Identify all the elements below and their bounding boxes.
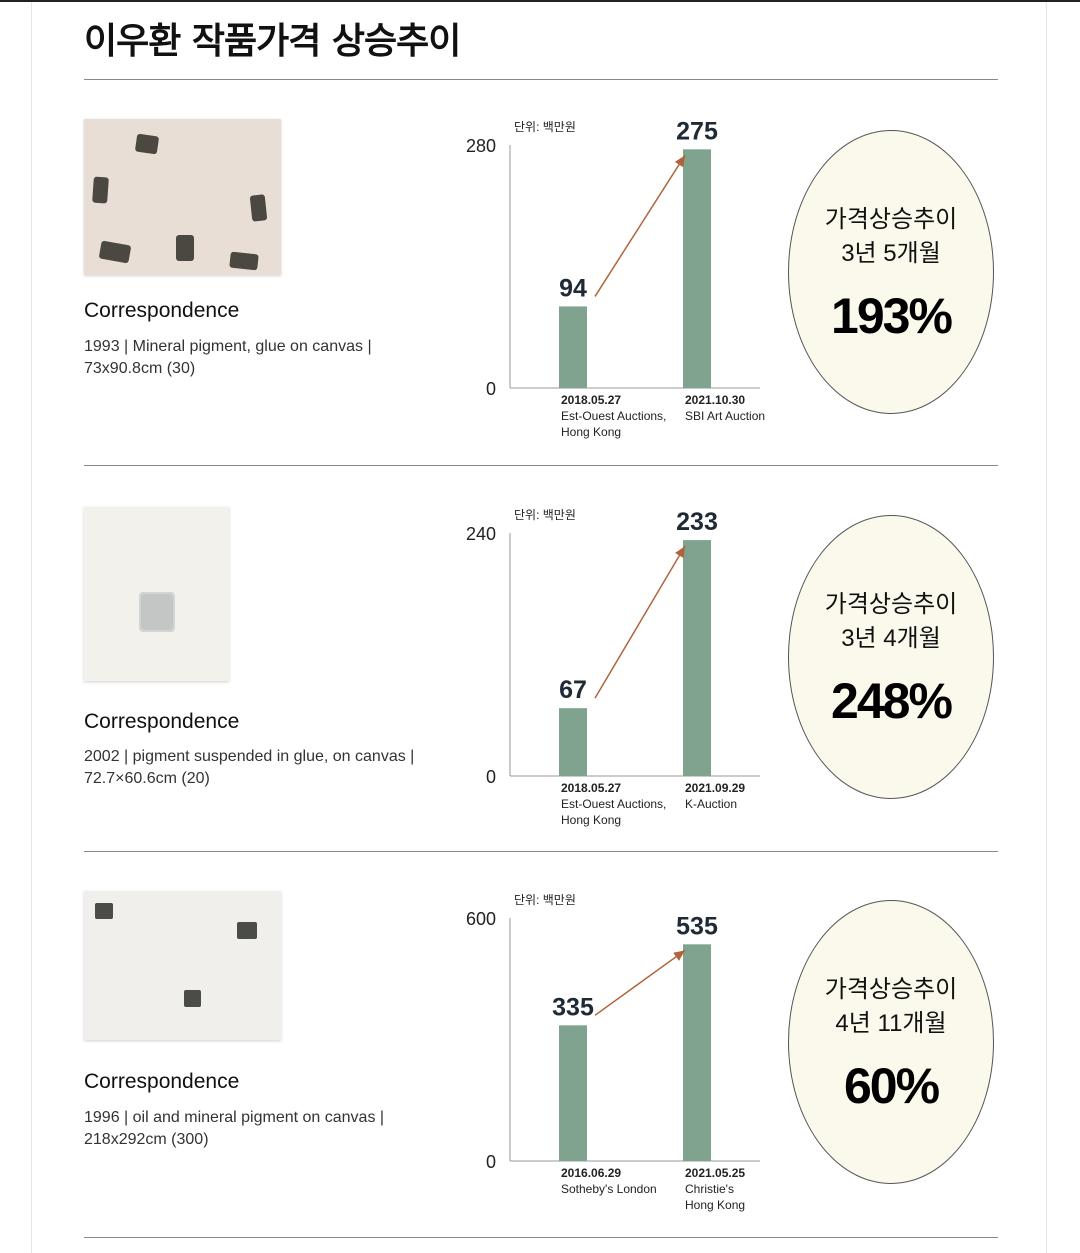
divider [84, 1237, 998, 1238]
data-label: 233 [676, 508, 718, 536]
price-chart: 단위: 백만원 0 240 67 2018.05.27 Est-Ouest Auction… [466, 508, 760, 827]
bar [683, 149, 711, 388]
artwork-meta: 1993 | Mineral pigment, glue on canvas |… [84, 338, 372, 377]
y-tick-label: 0 [486, 767, 496, 787]
category-label: Christie's [685, 1182, 734, 1196]
bar [559, 1025, 587, 1161]
artwork-meta: 2002 | pigment suspended in glue, on can… [84, 748, 415, 787]
artwork-title: Correspondence [84, 1070, 240, 1093]
category-label: Hong Kong [561, 813, 621, 827]
trend-arrow [594, 545, 686, 699]
growth-bubble: 가격상승추이 3년 4개월 248% [788, 515, 994, 799]
trend-arrow [594, 949, 686, 1016]
category-label: Sotheby's London [561, 1182, 657, 1196]
top-border [0, 0, 1080, 2]
divider [84, 851, 998, 852]
artwork-image [84, 891, 281, 1040]
trend-arrow [594, 154, 686, 297]
artwork-title: Correspondence [84, 299, 240, 322]
data-label: 275 [676, 117, 718, 145]
divider [84, 465, 998, 466]
growth-bubble: 가격상승추이 4년 11개월 60% [788, 900, 994, 1184]
bar [683, 540, 711, 776]
category-label: 2021.05.25 [685, 1166, 745, 1180]
category-label: SBI Art Auction [685, 409, 765, 423]
data-label: 67 [559, 676, 587, 704]
y-tick-label: 600 [466, 909, 496, 929]
price-chart: 단위: 백만원 0 280 94 2018.05.27 Est-Ouest Auction… [466, 117, 765, 439]
trend-arrowhead [674, 155, 685, 168]
trend-arrowhead [673, 950, 685, 961]
artwork-title: Correspondence [84, 710, 240, 733]
unit-label: 단위: 백만원 [514, 893, 576, 907]
growth-period: 4년 11개월 [835, 1010, 947, 1037]
growth-label: 가격상승추이 [824, 976, 958, 1003]
growth-percent: 60% [843, 1058, 940, 1114]
unit-label: 단위: 백만원 [514, 508, 576, 522]
category-label: Hong Kong [561, 425, 621, 439]
y-tick-label: 240 [466, 524, 496, 544]
growth-period: 3년 5개월 [841, 240, 941, 267]
category-label: 2016.06.29 [561, 1166, 621, 1180]
y-tick-label: 0 [486, 379, 496, 399]
bar [559, 708, 587, 776]
growth-percent: 193% [831, 288, 953, 344]
growth-label: 가격상승추이 [824, 206, 958, 233]
category-label: Hong Kong [685, 1198, 745, 1212]
category-label: 2018.05.27 [561, 781, 621, 795]
divider [84, 79, 998, 80]
bar [683, 944, 711, 1161]
growth-bubble: 가격상승추이 3년 5개월 193% [788, 130, 994, 414]
trend-arrowhead [675, 546, 685, 559]
data-label: 535 [676, 912, 718, 940]
category-label: 2021.10.30 [685, 393, 745, 407]
price-chart: 단위: 백만원 0 600 335 2016.06.29 Sotheby's London… [466, 893, 760, 1212]
y-tick-label: 280 [466, 136, 496, 156]
growth-period: 3년 4개월 [841, 625, 941, 652]
page-title: 이우환 작품가격 상승추이 [84, 21, 461, 62]
artwork-meta: 1996 | oil and mineral pigment on canvas… [84, 1109, 385, 1148]
growth-percent: 248% [831, 673, 953, 729]
bar [559, 306, 587, 388]
artwork-image [84, 507, 229, 681]
category-label: Est-Ouest Auctions, [561, 409, 666, 423]
category-label: 2018.05.27 [561, 393, 621, 407]
y-tick-label: 0 [486, 1152, 496, 1172]
data-label: 94 [559, 274, 587, 302]
unit-label: 단위: 백만원 [514, 120, 576, 134]
category-label: K-Auction [685, 797, 737, 811]
data-label: 335 [552, 993, 594, 1021]
category-label: Est-Ouest Auctions, [561, 797, 666, 811]
growth-label: 가격상승추이 [824, 591, 958, 618]
artwork-image [84, 119, 281, 275]
category-label: 2021.09.29 [685, 781, 745, 795]
